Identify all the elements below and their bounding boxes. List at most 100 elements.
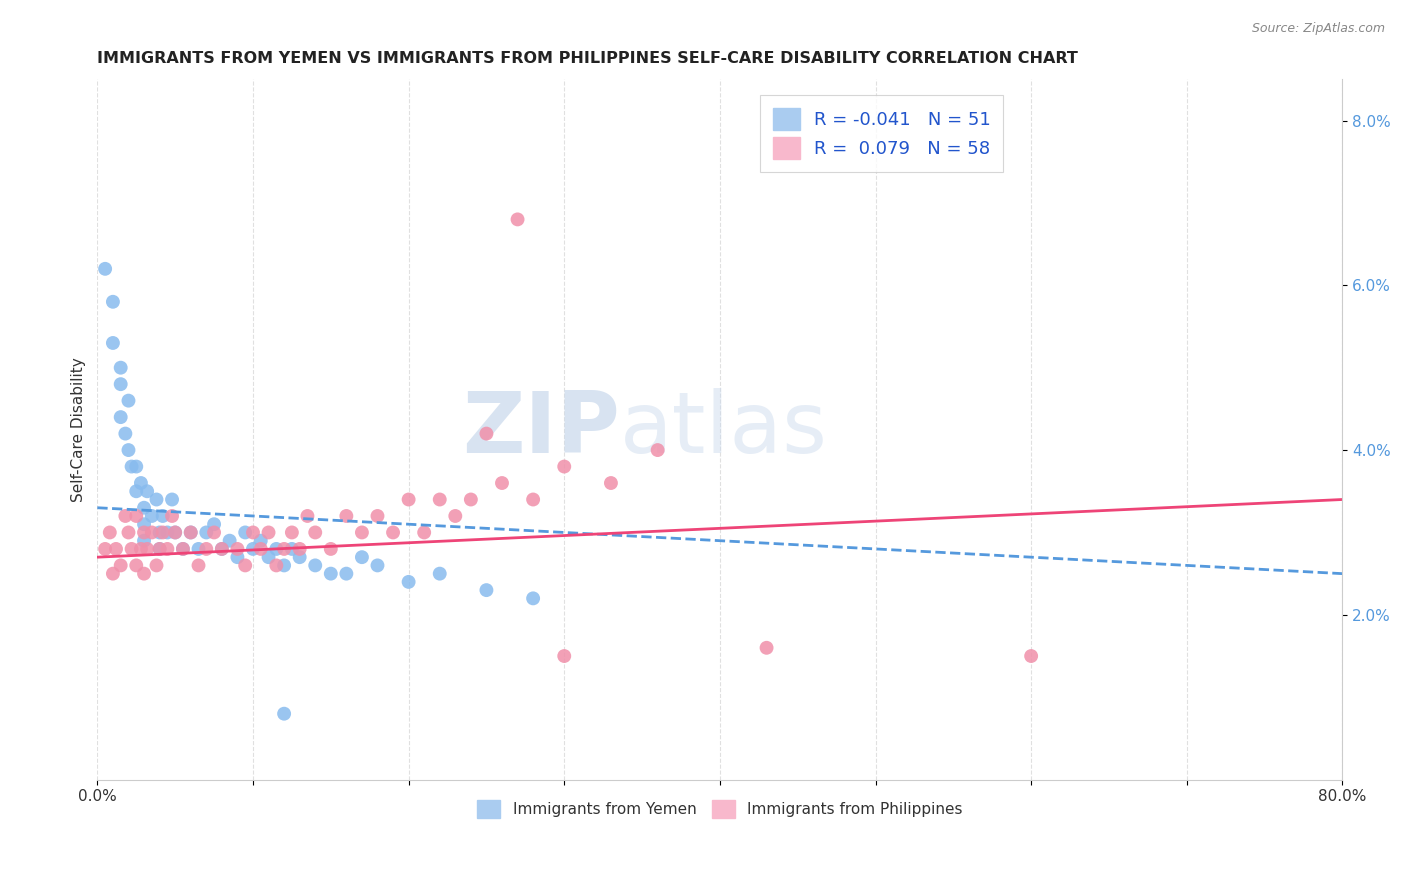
Point [460, 492, 482, 507]
Point [152, 508, 174, 523]
Point [101, 335, 124, 350]
Point [335, 508, 357, 523]
Point [257, 550, 280, 565]
Point [304, 525, 326, 540]
Point [273, 706, 295, 721]
Point [281, 525, 304, 540]
Point [366, 508, 388, 523]
Point [202, 517, 225, 532]
Point [180, 525, 202, 540]
Point [160, 492, 183, 507]
Point [160, 508, 183, 523]
Point [257, 525, 280, 540]
Point [382, 525, 405, 540]
Text: Source: ZipAtlas.com: Source: ZipAtlas.com [1251, 22, 1385, 36]
Point [132, 517, 155, 532]
Point [266, 558, 288, 573]
Point [195, 541, 218, 556]
Point [94, 261, 117, 276]
Point [165, 525, 187, 540]
Point [226, 550, 249, 565]
Point [195, 525, 218, 540]
Text: ZIP: ZIP [463, 388, 620, 471]
Point [114, 426, 136, 441]
Point [94, 541, 117, 556]
Legend: Immigrants from Yemen, Immigrants from Philippines: Immigrants from Yemen, Immigrants from P… [471, 794, 969, 824]
Point [117, 525, 139, 540]
Point [233, 558, 256, 573]
Point [1019, 648, 1042, 663]
Point [101, 566, 124, 581]
Point [249, 533, 271, 548]
Point [242, 541, 264, 556]
Point [211, 541, 233, 556]
Point [165, 525, 187, 540]
Point [141, 508, 163, 523]
Point [110, 360, 132, 375]
Point [350, 525, 373, 540]
Point [149, 525, 172, 540]
Point [755, 640, 778, 655]
Point [121, 541, 143, 556]
Point [475, 583, 498, 598]
Point [114, 508, 136, 523]
Point [266, 541, 288, 556]
Point [141, 525, 163, 540]
Point [444, 508, 467, 523]
Point [522, 492, 544, 507]
Point [187, 541, 209, 556]
Point [553, 648, 575, 663]
Point [117, 443, 139, 458]
Point [350, 550, 373, 565]
Point [553, 459, 575, 474]
Point [398, 574, 420, 589]
Point [145, 558, 167, 573]
Point [600, 476, 623, 491]
Point [156, 525, 179, 540]
Point [121, 459, 143, 474]
Point [211, 541, 233, 556]
Text: atlas: atlas [620, 388, 828, 471]
Point [281, 541, 304, 556]
Point [475, 426, 498, 441]
Point [304, 558, 326, 573]
Point [132, 525, 155, 540]
Point [319, 541, 342, 556]
Point [149, 541, 172, 556]
Point [319, 566, 342, 581]
Point [242, 525, 264, 540]
Point [233, 525, 256, 540]
Point [110, 410, 132, 425]
Point [125, 508, 148, 523]
Point [110, 377, 132, 392]
Point [335, 566, 357, 581]
Point [145, 492, 167, 507]
Point [218, 533, 240, 548]
Point [125, 484, 148, 499]
Point [273, 558, 295, 573]
Point [226, 541, 249, 556]
Point [152, 525, 174, 540]
Point [132, 533, 155, 548]
Point [429, 492, 451, 507]
Point [506, 212, 529, 227]
Point [110, 558, 132, 573]
Point [288, 541, 311, 556]
Point [273, 541, 295, 556]
Point [125, 459, 148, 474]
Point [249, 541, 271, 556]
Point [149, 541, 172, 556]
Point [101, 294, 124, 309]
Point [132, 500, 155, 515]
Text: IMMIGRANTS FROM YEMEN VS IMMIGRANTS FROM PHILIPPINES SELF-CARE DISABILITY CORREL: IMMIGRANTS FROM YEMEN VS IMMIGRANTS FROM… [97, 51, 1078, 66]
Point [156, 541, 179, 556]
Point [413, 525, 436, 540]
Point [522, 591, 544, 606]
Point [117, 393, 139, 408]
Point [136, 541, 159, 556]
Point [398, 492, 420, 507]
Point [129, 476, 152, 491]
Point [125, 558, 148, 573]
Point [136, 484, 159, 499]
Point [202, 525, 225, 540]
